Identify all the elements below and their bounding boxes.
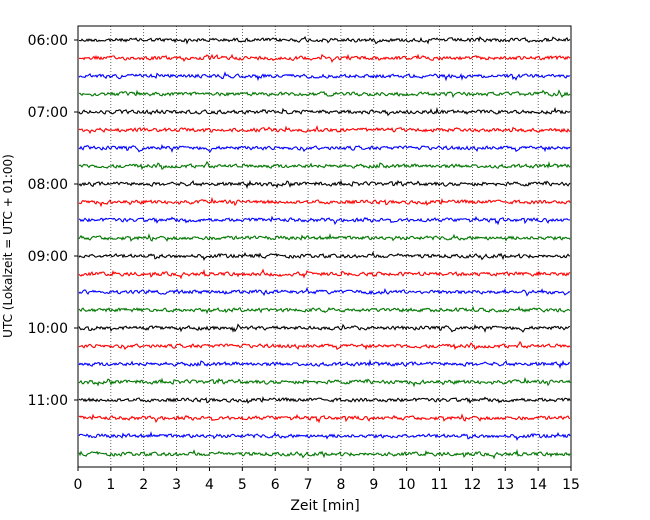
x-axis-label: Zeit [min]: [290, 498, 359, 514]
x-tick-label: 12: [463, 477, 481, 493]
x-tick-label: 9: [369, 477, 378, 493]
trace-line: [78, 413, 571, 424]
trace-line: [78, 395, 571, 404]
trace-line: [78, 125, 571, 135]
trace-line: [78, 251, 571, 262]
trace-line: [78, 196, 571, 208]
x-tick-label: 4: [205, 477, 214, 493]
trace-line: [78, 340, 571, 351]
x-tick-label: 0: [74, 477, 83, 493]
x-tick-label: 1: [106, 477, 115, 493]
trace-line: [78, 430, 571, 442]
x-tick-label: 3: [172, 477, 181, 493]
x-tick-label: 13: [496, 477, 514, 493]
trace-line: [78, 160, 571, 171]
x-tick-label: 2: [139, 477, 148, 493]
y-tick-label: 09:00: [28, 249, 68, 265]
trace-line: [78, 305, 571, 315]
trace-line: [78, 232, 571, 242]
y-tick-label: 10:00: [28, 321, 68, 337]
y-axis-ticks: 06:00 07:00 08:00 09:00 10:00 11:00: [28, 33, 78, 409]
trace-line: [78, 53, 571, 63]
x-tick-label: 6: [271, 477, 280, 493]
trace-line: [78, 358, 571, 370]
trace-line: [78, 376, 571, 388]
x-tick-label: 14: [529, 477, 547, 493]
trace-line: [78, 215, 571, 226]
x-tick-label: 7: [304, 477, 313, 493]
y-tick-label: 11:00: [28, 393, 68, 409]
trace-line: [78, 448, 571, 460]
x-tick-label: 15: [562, 477, 580, 493]
x-tick-label: 5: [238, 477, 247, 493]
y-axis-label: UTC (Lokalzeit = UTC + 01:00): [1, 154, 15, 338]
trace-series: [78, 35, 571, 460]
trace-line: [78, 143, 571, 153]
plot-frame: [77, 25, 572, 468]
x-tick-label: 11: [431, 477, 449, 493]
x-tick-label: 10: [398, 477, 416, 493]
y-tick-label: 06:00: [28, 33, 68, 49]
trace-line: [78, 71, 571, 82]
trace-line: [78, 106, 571, 117]
trace-line: [78, 179, 571, 190]
x-tick-label: 8: [336, 477, 345, 493]
trace-line: [78, 268, 571, 280]
trace-line: [78, 287, 571, 297]
y-tick-label: 07:00: [28, 105, 68, 121]
trace-line: [78, 323, 571, 333]
trace-line: [78, 35, 571, 45]
x-axis-ticks: 0 1 2 3 4 5 6 7 8 9 10 11 12 13 14 15: [74, 467, 580, 493]
trace-line: [78, 89, 571, 99]
y-tick-label: 08:00: [28, 177, 68, 193]
